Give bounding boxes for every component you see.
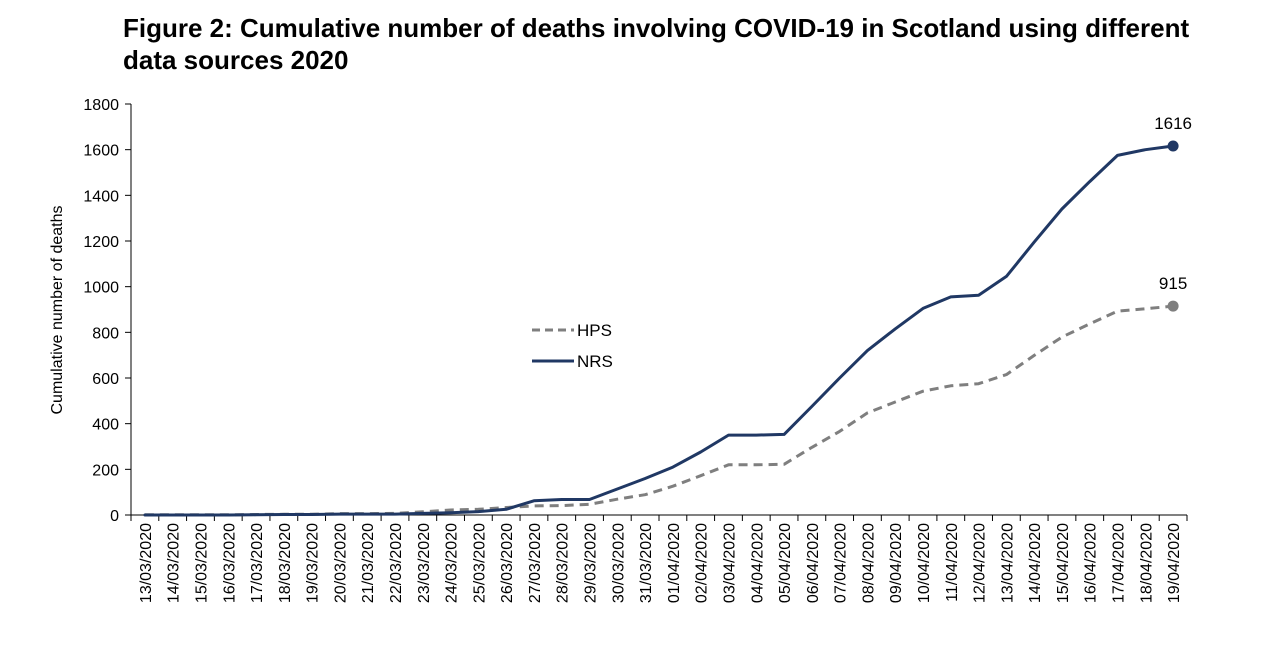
y-tick-label: 1400 <box>83 188 119 205</box>
x-tick-label: 13/04/2020 <box>999 523 1016 603</box>
x-tick-label: 20/03/2020 <box>332 523 349 603</box>
x-tick-label: 19/03/2020 <box>305 523 322 603</box>
x-tick-label: 18/03/2020 <box>277 523 294 603</box>
x-tick-label: 13/03/2020 <box>138 523 155 603</box>
x-tick-label: 07/04/2020 <box>833 523 850 603</box>
x-tick-label: 02/04/2020 <box>694 523 711 603</box>
x-tick-label: 17/04/2020 <box>1111 523 1128 603</box>
x-tick-label: 31/03/2020 <box>638 523 655 603</box>
x-tick-label: 10/04/2020 <box>916 523 933 603</box>
y-tick-label: 1000 <box>83 280 119 297</box>
y-tick-label: 400 <box>92 417 119 434</box>
x-tick-label: 24/03/2020 <box>444 523 461 603</box>
legend: HPS NRS <box>532 321 613 371</box>
y-tick-label: 600 <box>92 371 119 388</box>
x-tick-label: 14/03/2020 <box>166 523 183 603</box>
y-tick-label: 1600 <box>83 143 119 160</box>
y-axis: 0 200 400 600 800 1000 1200 1400 1600 1800 <box>83 97 132 525</box>
end-marker-nrs <box>1167 140 1179 152</box>
x-tick-label: 26/03/2020 <box>499 523 516 603</box>
legend-label-hps: HPS <box>577 321 612 340</box>
series-line-nrs <box>143 144 1175 517</box>
x-tick-label: 05/04/2020 <box>777 523 794 603</box>
x-tick-label: 04/04/2020 <box>749 523 766 603</box>
x-tick-label: 25/03/2020 <box>471 523 488 603</box>
end-label-hps: 915 <box>1159 274 1187 293</box>
x-tick-label: 08/04/2020 <box>860 523 877 603</box>
x-tick-label: 21/03/2020 <box>360 523 377 603</box>
x-tick-label: 11/04/2020 <box>944 523 961 602</box>
series-line-hps <box>144 304 1174 517</box>
x-tick-label: 14/04/2020 <box>1027 523 1044 603</box>
y-tick-label: 1800 <box>83 97 119 114</box>
x-tick-label: 06/04/2020 <box>805 523 822 603</box>
x-tick-label: 28/03/2020 <box>555 523 572 603</box>
x-tick-label: 23/03/2020 <box>416 523 433 603</box>
x-tick-label: 16/04/2020 <box>1083 523 1100 603</box>
x-tick-label: 22/03/2020 <box>388 523 405 603</box>
x-tick-label: 16/03/2020 <box>221 523 238 603</box>
x-tick-label: 19/04/2020 <box>1166 523 1183 603</box>
x-tick-label: 12/04/2020 <box>972 523 989 603</box>
x-tick-label: 15/04/2020 <box>1055 523 1072 603</box>
x-tick-label: 15/03/2020 <box>193 523 210 603</box>
x-tick-label: 17/03/2020 <box>249 523 266 603</box>
y-tick-label: 200 <box>92 462 119 479</box>
x-tick-label: 03/04/2020 <box>721 523 738 603</box>
y-tick-label: 800 <box>92 325 119 342</box>
x-tick-label: 29/03/2020 <box>583 523 600 603</box>
y-tick-label: 0 <box>110 508 119 525</box>
end-marker-hps <box>1167 300 1179 312</box>
chart-title: Figure 2: Cumulative number of deaths in… <box>123 13 1190 75</box>
x-tick-label: 18/04/2020 <box>1138 523 1155 603</box>
series-layer: 915 1616 <box>143 114 1192 517</box>
x-axis: 13/03/2020 14/03/2020 15/03/2020 16/03/2020… <box>130 514 1188 603</box>
end-label-nrs: 1616 <box>1154 114 1192 133</box>
x-tick-label: 01/04/2020 <box>666 523 683 603</box>
x-tick-label: 30/03/2020 <box>610 523 627 603</box>
y-tick-label: 1200 <box>83 234 119 251</box>
x-tick-label: 27/03/2020 <box>527 523 544 603</box>
y-axis-label: Cumulative number of deaths <box>49 206 66 415</box>
x-tick-label: 09/04/2020 <box>888 523 905 603</box>
legend-label-nrs: NRS <box>577 352 613 371</box>
